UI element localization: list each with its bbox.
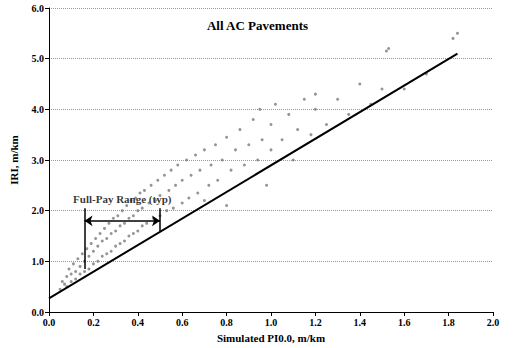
svg-text:0.4: 0.4 — [132, 317, 145, 328]
svg-text:5.0: 5.0 — [32, 53, 45, 64]
svg-text:2.0: 2.0 — [487, 317, 500, 328]
svg-text:4.0: 4.0 — [32, 104, 45, 115]
svg-text:0.6: 0.6 — [176, 317, 189, 328]
svg-text:1.6: 1.6 — [398, 317, 411, 328]
svg-text:IRI, m/km: IRI, m/km — [8, 135, 20, 185]
svg-text:All AC Pavements: All AC Pavements — [207, 18, 308, 33]
svg-text:1.0: 1.0 — [265, 317, 278, 328]
svg-text:Full-Pay Range (typ): Full-Pay Range (typ) — [73, 193, 172, 206]
svg-text:1.2: 1.2 — [309, 317, 322, 328]
svg-text:0.0: 0.0 — [43, 317, 56, 328]
svg-text:Simulated PI0.0, m/km: Simulated PI0.0, m/km — [217, 332, 325, 344]
svg-text:1.0: 1.0 — [32, 256, 45, 267]
svg-text:0.0: 0.0 — [31, 306, 44, 318]
svg-text:2.0: 2.0 — [32, 205, 45, 216]
svg-text:3.0: 3.0 — [32, 155, 45, 166]
svg-text:0.2: 0.2 — [87, 317, 100, 328]
svg-text:1.8: 1.8 — [442, 317, 455, 328]
svg-text:1.4: 1.4 — [354, 317, 367, 328]
svg-text:6.0: 6.0 — [32, 3, 45, 14]
svg-text:0.8: 0.8 — [220, 317, 233, 328]
